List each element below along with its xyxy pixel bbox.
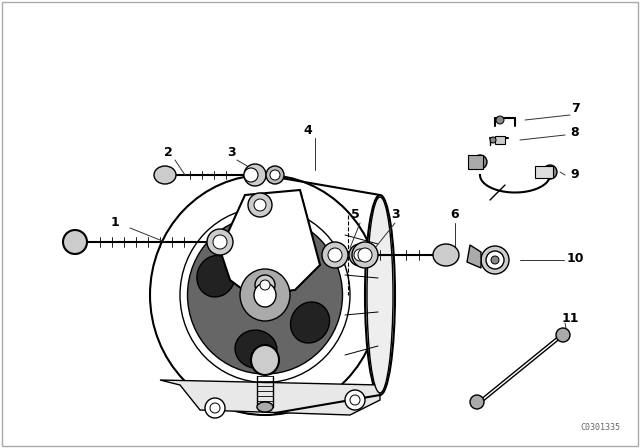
Circle shape [205, 398, 225, 418]
Circle shape [328, 248, 342, 262]
Circle shape [350, 395, 360, 405]
Circle shape [470, 395, 484, 409]
Ellipse shape [433, 244, 459, 266]
Circle shape [354, 249, 366, 261]
Circle shape [490, 137, 496, 143]
Circle shape [543, 165, 557, 179]
Circle shape [358, 248, 372, 262]
Bar [535, 166, 553, 178]
Text: C0301335: C0301335 [580, 423, 620, 432]
Bar [495, 136, 505, 144]
Ellipse shape [251, 345, 279, 375]
Ellipse shape [254, 283, 276, 307]
Circle shape [260, 280, 270, 290]
Circle shape [349, 244, 371, 266]
Ellipse shape [197, 255, 236, 297]
Circle shape [210, 403, 220, 413]
Ellipse shape [262, 224, 303, 263]
Polygon shape [467, 245, 481, 268]
Ellipse shape [257, 402, 273, 412]
Text: 5: 5 [351, 208, 360, 221]
Text: 7: 7 [571, 102, 579, 115]
Circle shape [255, 275, 275, 295]
Circle shape [556, 328, 570, 342]
Text: 3: 3 [390, 208, 399, 221]
Circle shape [496, 116, 504, 124]
Ellipse shape [150, 175, 380, 415]
Circle shape [248, 193, 272, 217]
Text: 11: 11 [561, 311, 579, 324]
Text: 6: 6 [451, 208, 460, 221]
Text: 8: 8 [571, 125, 579, 138]
Ellipse shape [64, 233, 86, 251]
Text: 1: 1 [111, 215, 120, 228]
Text: 4: 4 [303, 124, 312, 137]
Text: 2: 2 [164, 146, 172, 159]
Circle shape [352, 242, 378, 268]
Bar [468, 155, 483, 169]
Circle shape [270, 170, 280, 180]
Polygon shape [220, 190, 320, 295]
Circle shape [473, 155, 487, 169]
Circle shape [322, 242, 348, 268]
Circle shape [266, 166, 284, 184]
Circle shape [491, 256, 499, 264]
Circle shape [213, 235, 227, 249]
Ellipse shape [291, 302, 330, 343]
Ellipse shape [235, 330, 277, 368]
Ellipse shape [367, 197, 393, 393]
Polygon shape [160, 380, 380, 415]
Circle shape [207, 229, 233, 255]
Circle shape [481, 246, 509, 274]
Text: 9: 9 [571, 168, 579, 181]
Ellipse shape [188, 216, 342, 374]
Ellipse shape [154, 166, 176, 184]
Ellipse shape [180, 207, 350, 383]
Text: 3: 3 [228, 146, 236, 159]
Ellipse shape [240, 269, 290, 321]
Circle shape [244, 164, 266, 186]
Circle shape [345, 390, 365, 410]
Circle shape [244, 168, 258, 182]
Circle shape [63, 230, 87, 254]
Circle shape [254, 199, 266, 211]
Text: 10: 10 [566, 251, 584, 264]
Circle shape [486, 251, 504, 269]
Ellipse shape [365, 195, 395, 395]
